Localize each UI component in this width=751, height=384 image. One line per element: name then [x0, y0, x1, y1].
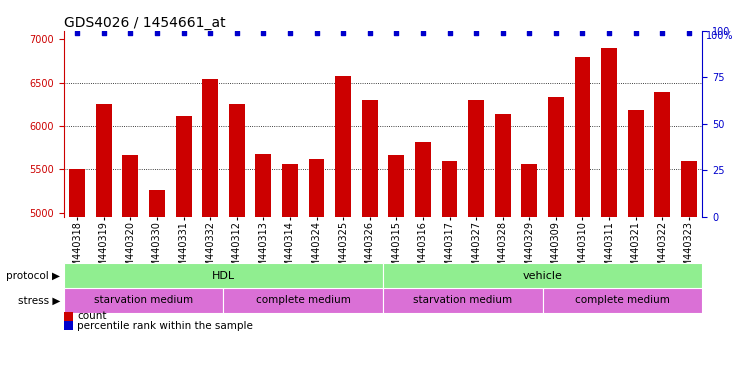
- Point: [204, 30, 216, 36]
- Point: [71, 30, 83, 36]
- Point: [577, 30, 589, 36]
- Bar: [654, 92, 671, 384]
- Point: [496, 30, 508, 36]
- Point: [470, 30, 482, 36]
- Point: [98, 30, 110, 36]
- Point: [391, 30, 403, 36]
- Bar: [383, 288, 542, 313]
- Text: percentile rank within the sample: percentile rank within the sample: [77, 321, 253, 331]
- Bar: [255, 154, 271, 384]
- Point: [258, 30, 270, 36]
- Bar: [442, 161, 457, 384]
- Text: complete medium: complete medium: [256, 295, 351, 306]
- Bar: [548, 96, 564, 384]
- Point: [125, 30, 137, 36]
- Text: 100%: 100%: [706, 31, 734, 41]
- Bar: [69, 169, 85, 384]
- Point: [656, 30, 668, 36]
- Point: [177, 30, 189, 36]
- Text: starvation medium: starvation medium: [94, 295, 193, 306]
- Bar: [415, 142, 431, 384]
- Point: [363, 30, 376, 36]
- Text: GDS4026 / 1454661_at: GDS4026 / 1454661_at: [64, 16, 225, 30]
- Bar: [383, 263, 702, 288]
- Bar: [282, 164, 298, 384]
- Bar: [64, 263, 383, 288]
- Text: vehicle: vehicle: [523, 270, 562, 281]
- Bar: [681, 161, 697, 384]
- Point: [310, 30, 322, 36]
- Bar: [224, 288, 383, 313]
- Point: [629, 30, 641, 36]
- Point: [151, 30, 163, 36]
- Text: protocol ▶: protocol ▶: [6, 270, 60, 281]
- Bar: [96, 104, 112, 384]
- Point: [683, 30, 695, 36]
- Text: stress ▶: stress ▶: [18, 295, 60, 306]
- Text: starvation medium: starvation medium: [413, 295, 512, 306]
- Point: [231, 30, 243, 36]
- Point: [603, 30, 615, 36]
- Bar: [521, 164, 537, 384]
- Bar: [362, 100, 378, 384]
- Bar: [64, 288, 224, 313]
- Bar: [335, 76, 351, 384]
- Text: complete medium: complete medium: [575, 295, 670, 306]
- Bar: [176, 116, 192, 384]
- Bar: [309, 159, 324, 384]
- Bar: [601, 48, 617, 384]
- Bar: [122, 155, 138, 384]
- Bar: [149, 190, 165, 384]
- Text: HDL: HDL: [212, 270, 235, 281]
- Point: [444, 30, 456, 36]
- Bar: [628, 109, 644, 384]
- Bar: [202, 79, 218, 384]
- Point: [284, 30, 296, 36]
- Bar: [388, 155, 404, 384]
- Text: count: count: [77, 311, 107, 321]
- Point: [337, 30, 349, 36]
- Point: [523, 30, 535, 36]
- Bar: [229, 104, 245, 384]
- Bar: [542, 288, 702, 313]
- Bar: [495, 114, 511, 384]
- Bar: [575, 57, 590, 384]
- Bar: [468, 100, 484, 384]
- Point: [417, 30, 429, 36]
- Point: [550, 30, 562, 36]
